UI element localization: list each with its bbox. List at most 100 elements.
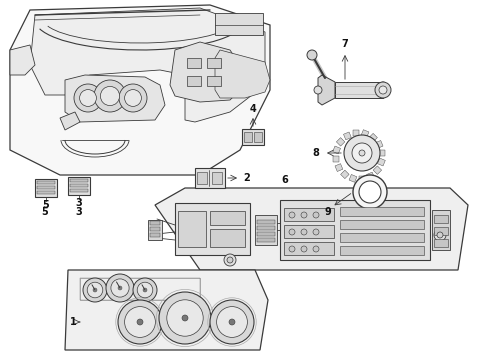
Circle shape — [166, 300, 203, 336]
Circle shape — [137, 319, 142, 325]
Bar — [334, 82, 382, 98]
Circle shape — [83, 278, 107, 302]
Circle shape — [312, 246, 318, 252]
Bar — [80, 278, 200, 300]
Bar — [150, 233, 160, 237]
Circle shape — [288, 246, 294, 252]
Circle shape — [378, 86, 386, 94]
Circle shape — [182, 315, 187, 321]
Circle shape — [124, 307, 155, 337]
Bar — [332, 146, 340, 154]
Circle shape — [288, 229, 294, 235]
Bar — [242, 129, 264, 145]
Bar — [70, 179, 88, 182]
Bar — [150, 221, 160, 225]
Polygon shape — [155, 188, 467, 270]
Bar — [150, 227, 160, 231]
Bar — [178, 211, 205, 247]
Bar — [280, 200, 429, 260]
Polygon shape — [60, 112, 80, 130]
Bar — [378, 150, 384, 156]
Bar — [339, 207, 423, 216]
Bar — [206, 76, 221, 86]
Text: 1: 1 — [69, 317, 76, 327]
Bar — [334, 164, 342, 171]
Bar — [284, 242, 333, 255]
Circle shape — [288, 212, 294, 218]
Circle shape — [124, 90, 141, 107]
Bar — [431, 210, 449, 250]
Circle shape — [137, 282, 152, 298]
Bar — [433, 227, 447, 235]
Text: 9: 9 — [324, 207, 331, 217]
Circle shape — [436, 232, 442, 238]
Bar — [257, 220, 274, 224]
Polygon shape — [65, 75, 164, 122]
Circle shape — [224, 254, 236, 266]
Circle shape — [306, 50, 316, 60]
Bar — [257, 238, 274, 242]
Circle shape — [93, 288, 97, 292]
Bar — [209, 229, 244, 247]
Bar — [339, 220, 423, 229]
Circle shape — [106, 274, 134, 302]
Circle shape — [351, 143, 371, 163]
Circle shape — [358, 150, 364, 156]
Bar — [37, 185, 55, 189]
Circle shape — [119, 84, 147, 112]
Bar — [195, 168, 224, 188]
Circle shape — [301, 246, 306, 252]
Polygon shape — [10, 45, 35, 75]
Bar — [206, 58, 221, 68]
Bar — [186, 76, 201, 86]
Bar — [348, 175, 356, 182]
Bar — [368, 133, 377, 142]
Bar — [343, 132, 350, 140]
Bar — [433, 239, 447, 247]
Circle shape — [358, 181, 380, 203]
Circle shape — [100, 86, 120, 105]
Text: 5: 5 — [41, 207, 48, 217]
Circle shape — [352, 175, 386, 209]
Bar — [358, 176, 364, 182]
Bar — [352, 130, 358, 136]
Bar — [70, 189, 88, 192]
Bar — [374, 140, 382, 148]
Bar — [209, 211, 244, 225]
Circle shape — [301, 212, 306, 218]
Bar — [37, 180, 55, 184]
Text: 7: 7 — [341, 39, 347, 49]
Circle shape — [216, 307, 247, 337]
Circle shape — [301, 229, 306, 235]
Circle shape — [94, 80, 126, 112]
Bar — [212, 172, 222, 184]
Bar — [186, 58, 201, 68]
Polygon shape — [215, 50, 269, 98]
Circle shape — [87, 282, 102, 298]
Bar — [360, 130, 368, 138]
Circle shape — [312, 229, 318, 235]
Circle shape — [142, 288, 147, 292]
Circle shape — [374, 82, 390, 98]
Circle shape — [313, 86, 321, 94]
Circle shape — [118, 286, 122, 290]
Polygon shape — [10, 5, 269, 175]
Circle shape — [312, 212, 318, 218]
Bar — [175, 203, 249, 255]
Polygon shape — [65, 270, 267, 350]
Circle shape — [159, 292, 210, 344]
Bar — [254, 215, 276, 245]
Circle shape — [133, 278, 157, 302]
Text: 4: 4 — [249, 104, 256, 114]
Bar — [433, 215, 447, 223]
Bar — [339, 233, 423, 242]
Bar — [37, 190, 55, 194]
Circle shape — [228, 319, 235, 325]
Bar — [257, 232, 274, 236]
Text: 8: 8 — [312, 148, 319, 158]
Text: 6: 6 — [281, 175, 288, 185]
Bar — [377, 158, 385, 166]
Circle shape — [209, 300, 253, 344]
Circle shape — [343, 135, 379, 171]
Circle shape — [74, 84, 102, 112]
